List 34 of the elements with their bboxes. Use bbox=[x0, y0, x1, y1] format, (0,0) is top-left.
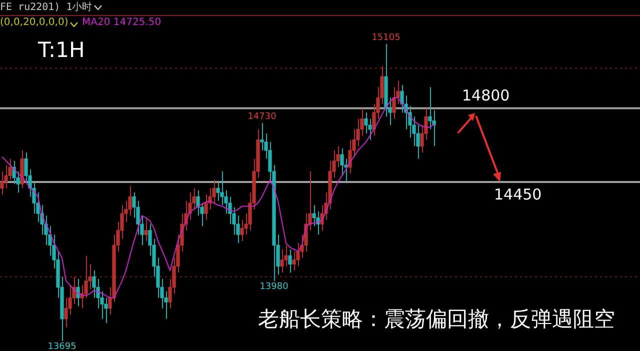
candlestick bbox=[428, 86, 432, 130]
annotation: 13695 bbox=[48, 342, 76, 351]
candlestick bbox=[348, 139, 352, 174]
ref-line-label: 14800 bbox=[462, 86, 510, 105]
candlestick bbox=[12, 160, 16, 185]
text: MA20 14725.50 bbox=[82, 17, 162, 28]
chart-title: T:1H bbox=[38, 38, 85, 62]
candlestick bbox=[144, 217, 148, 242]
candlestick bbox=[340, 148, 344, 176]
candlestick bbox=[364, 112, 368, 134]
candlestick bbox=[392, 86, 396, 120]
ref-line-label: 14450 bbox=[494, 185, 542, 204]
candlestick bbox=[220, 170, 224, 206]
annotation: 13980 bbox=[260, 282, 289, 292]
candlestick bbox=[92, 270, 96, 298]
candlestick bbox=[204, 194, 208, 220]
annotation: 15105 bbox=[372, 32, 400, 43]
candlestick bbox=[288, 248, 292, 274]
candlestick bbox=[260, 122, 264, 151]
text: FE ru2201) 1小时 bbox=[0, 0, 92, 14]
candlestick bbox=[64, 297, 68, 328]
candlestick bbox=[400, 84, 404, 113]
candlestick bbox=[296, 242, 300, 267]
candlestick bbox=[292, 250, 296, 271]
candlestick bbox=[0, 170, 4, 196]
candlestick bbox=[216, 181, 220, 202]
candlestick bbox=[76, 278, 80, 307]
candlestick bbox=[196, 190, 200, 216]
text: (0,0,20,0,0,0) bbox=[0, 17, 68, 28]
candlestick bbox=[280, 248, 284, 274]
candlestick bbox=[240, 219, 244, 242]
annotation: 老船长策略：震荡偏回撤，反弹遇阻空 bbox=[258, 306, 615, 333]
annotation: 14730 bbox=[248, 112, 277, 122]
candlestick bbox=[312, 204, 316, 227]
